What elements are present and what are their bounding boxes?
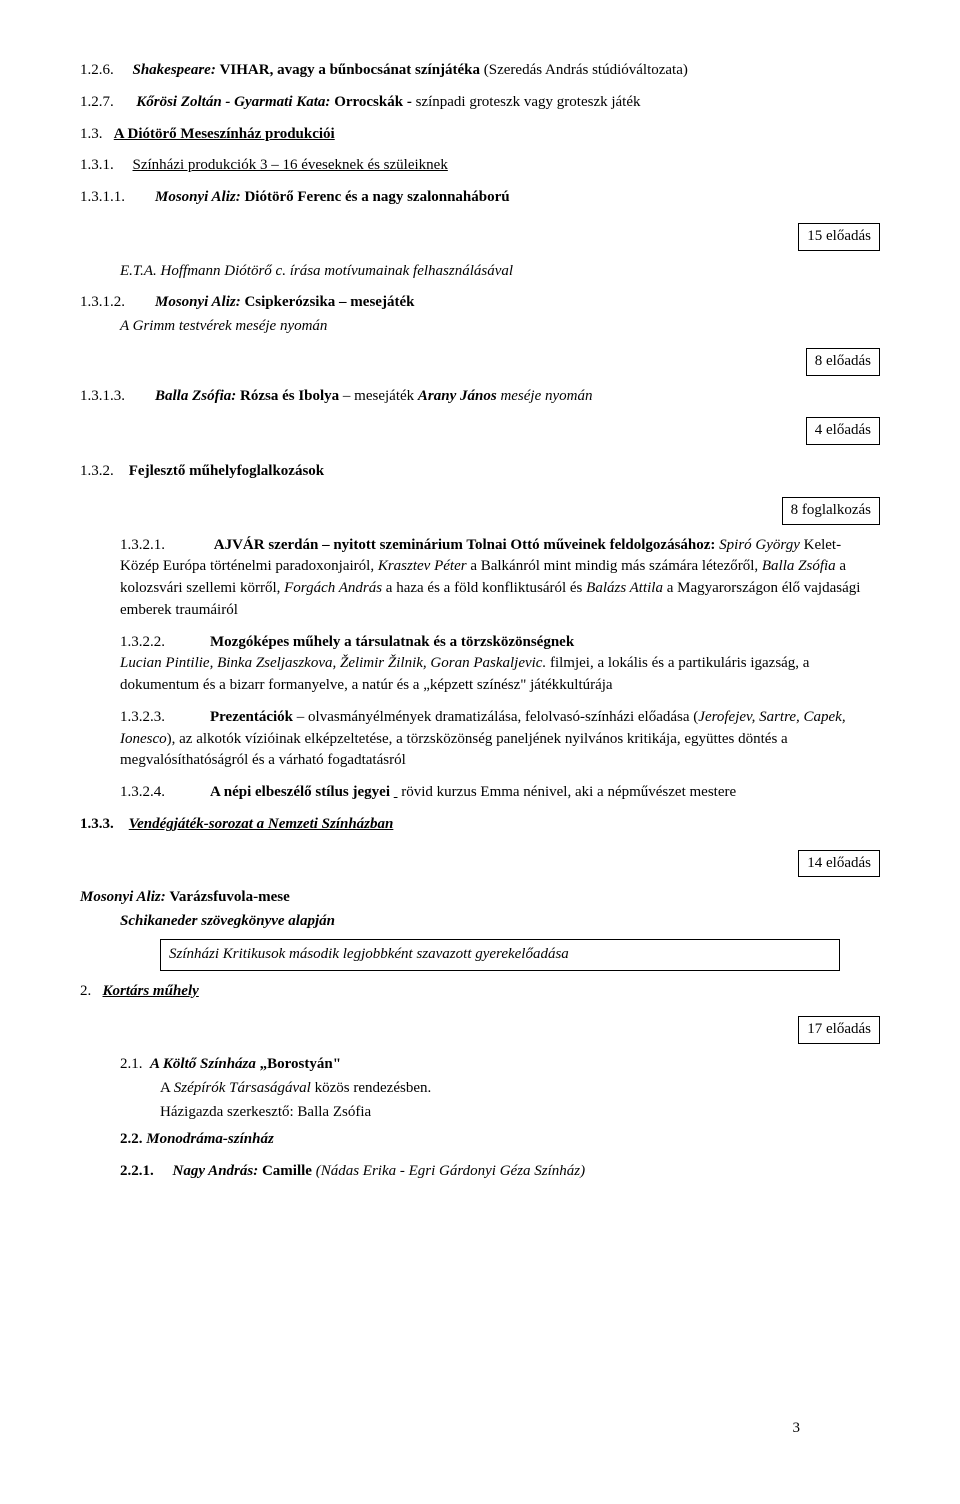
page-number: 3: [793, 1418, 801, 1440]
note3: meséje nyomán: [500, 388, 592, 404]
title: Prezentációk: [210, 709, 297, 725]
title: A Diótörő Meseszínház produkciói: [114, 126, 335, 142]
page-container: 1.2.6. Shakespeare: VIHAR, avagy a bűnbo…: [80, 60, 880, 1460]
author: Nagy András:: [173, 1163, 259, 1179]
author: Shakespeare:: [133, 62, 216, 78]
entry-1.3.1: 1.3.1. Színházi produkciók 3 – 16 évesek…: [80, 155, 880, 177]
entry-1.2.6: 1.2.6. Shakespeare: VIHAR, avagy a bűnbo…: [80, 60, 880, 82]
entry-2.1-l3: Házigazda szerkesztő: Balla Zsófia: [160, 1102, 880, 1124]
italic: Lucian Pintilie, Binka Zseljaszkova, Žel…: [120, 655, 546, 671]
entry-2.2.1: 2.2.1. Nagy András: Camille (Nádas Erika…: [120, 1161, 880, 1183]
note: (Nádas Erika - Egri Gárdonyi Géza Színhá…: [316, 1163, 585, 1179]
title: Camille: [262, 1163, 312, 1179]
entry-1.3.1.2: 1.3.1.2. Mosonyi Aliz: Csipkerózsika – m…: [80, 292, 880, 314]
num: 1.3.2.4.: [120, 784, 165, 800]
b8: a haza és a föld konfliktusáról és: [382, 580, 586, 596]
num: 1.3.3.: [80, 816, 114, 832]
num: 2.: [80, 983, 91, 999]
entry-1.3.3: 1.3.3. Vendégjáték-sorozat a Nemzeti Szí…: [80, 814, 880, 836]
entry-1.3: 1.3. A Diótörő Meseszínház produkciói: [80, 124, 880, 146]
num: 1.3.1.2.: [80, 294, 125, 310]
b9: Balázs Attila: [586, 580, 663, 596]
title: Csipkerózsika – mesejáték: [244, 294, 414, 310]
entry-1.3.2.3: 1.3.2.3. Prezentációk – olvasmányélménye…: [120, 707, 880, 772]
body: rövid kurzus Emma nénivel, aki a népművé…: [398, 784, 737, 800]
num: 1.3.1.: [80, 157, 114, 173]
entry-1.3.2: 1.3.2. Fejlesztő műhelyfoglalkozások: [80, 461, 880, 483]
title: Vendégjáték-sorozat a Nemzeti Színházban: [129, 816, 394, 832]
note2: Arany János: [418, 388, 497, 404]
b5: Balla Zsófia: [762, 558, 836, 574]
box-count-2: 8 előadás: [806, 348, 880, 376]
title: Rózsa és Ibolya: [240, 388, 339, 404]
note: (Szeredás András stúdióváltozata): [484, 62, 688, 78]
num: 1.3.2.: [80, 463, 114, 479]
b: Szépírók Társaságával: [174, 1080, 311, 1096]
quote: „Borostyán": [260, 1056, 341, 1072]
title: Diótörő Ferenc és a nagy szalonnaháború: [244, 189, 509, 205]
note: színpadi groteszk vagy groteszk játék: [416, 94, 641, 110]
note: A Grimm testvérek meséje nyomán: [120, 318, 327, 334]
title: Mozgóképes műhely a társulatnak és a tör…: [210, 634, 574, 650]
entry-1.3.1.2-note: A Grimm testvérek meséje nyomán: [120, 316, 880, 338]
title: AJVÁR szerdán – nyitott szeminárium Toln…: [214, 537, 716, 553]
b3: Krasztev Péter: [378, 558, 467, 574]
num: 1.2.7.: [80, 94, 114, 110]
title: Kortárs műhely: [103, 983, 199, 999]
b2: ), az alkotók vízióinak elképzeltetése, …: [120, 731, 788, 769]
author: Mosonyi Aliz:: [155, 294, 241, 310]
mosonyi-line2: Schikaneder szövegkönyve alapján: [120, 911, 880, 933]
box-count-6: 17 előadás: [798, 1016, 880, 1044]
b7: Forgách András: [284, 580, 382, 596]
num: 1.3.2.2.: [120, 634, 165, 650]
title: Fejlesztő műhelyfoglalkozások: [129, 463, 324, 479]
num: 1.3.1.1.: [80, 189, 125, 205]
title: Orrocskák -: [334, 94, 412, 110]
eta-note: E.T.A. Hoffmann Diótörő c. írása motívum…: [120, 261, 880, 283]
entry-2.1-l2: A Szépírók Társaságával közös rendezésbe…: [160, 1078, 880, 1100]
note1: – mesejáték: [343, 388, 414, 404]
author: Kőrösi Zoltán - Gyarmati Kata:: [136, 94, 330, 110]
num: 2.1.: [120, 1056, 143, 1072]
box-count-1: 15 előadás: [798, 223, 880, 251]
title: A Költő Színháza: [150, 1056, 256, 1072]
num: 1.3.2.1.: [120, 537, 165, 553]
box-count-5: 14 előadás: [798, 850, 880, 878]
mosonyi-line1: Mosonyi Aliz: Varázsfuvola-mese: [80, 887, 880, 909]
a: A: [160, 1080, 174, 1096]
entry-1.3.2.4: 1.3.2.4. A népi elbeszélő stílus jegyei …: [120, 782, 880, 804]
entry-1.3.1.3: 1.3.1.3. Balla Zsófia: Rózsa és Ibolya –…: [80, 386, 880, 408]
title: A népi elbeszélő stílus jegyei: [210, 784, 394, 800]
entry-1.3.1.1: 1.3.1.1. Mosonyi Aliz: Diótörő Ferenc és…: [80, 187, 880, 209]
entry-1.2.7: 1.2.7. Kőrösi Zoltán - Gyarmati Kata: Or…: [80, 92, 880, 114]
num: 2.2.1.: [120, 1163, 154, 1179]
b1: Spiró György: [719, 537, 800, 553]
entry-2.1: 2.1. A Költő Színháza „Borostyán": [120, 1054, 880, 1076]
author: Balla Zsófia:: [155, 388, 236, 404]
num: 1.2.6.: [80, 62, 114, 78]
box-count-3: 4 előadás: [806, 417, 880, 445]
entry-1.3.2.2: 1.3.2.2. Mozgóképes műhely a társulatnak…: [120, 632, 880, 697]
b4: a Balkánról mint mindig más számára léte…: [467, 558, 762, 574]
author: Mosonyi Aliz:: [155, 189, 241, 205]
title: Varázsfuvola-mese: [169, 889, 289, 905]
title: Monodráma-színház: [146, 1131, 274, 1147]
title: VIHAR, avagy a bűnbocsánat színjátéka: [220, 62, 480, 78]
entry-2: 2. Kortárs műhely: [80, 981, 880, 1003]
entry-2.2: 2.2. Monodráma-színház: [120, 1129, 880, 1151]
entry-1.3.2.1: 1.3.2.1. AJVÁR szerdán – nyitott szeminá…: [120, 535, 880, 622]
b1: – olvasmányélmények dramatizálása, felol…: [297, 709, 699, 725]
c: közös rendezésben.: [311, 1080, 431, 1096]
box-count-4: 8 foglalkozás: [782, 497, 880, 525]
author: Mosonyi Aliz:: [80, 889, 166, 905]
num: 2.2.: [120, 1131, 143, 1147]
num: 1.3.: [80, 126, 103, 142]
num: 1.3.2.3.: [120, 709, 165, 725]
title: Színházi produkciók 3 – 16 éveseknek és …: [133, 157, 448, 173]
num: 1.3.1.3.: [80, 388, 125, 404]
box-full-quote: Színházi Kritikusok második legjobbként …: [160, 939, 840, 971]
